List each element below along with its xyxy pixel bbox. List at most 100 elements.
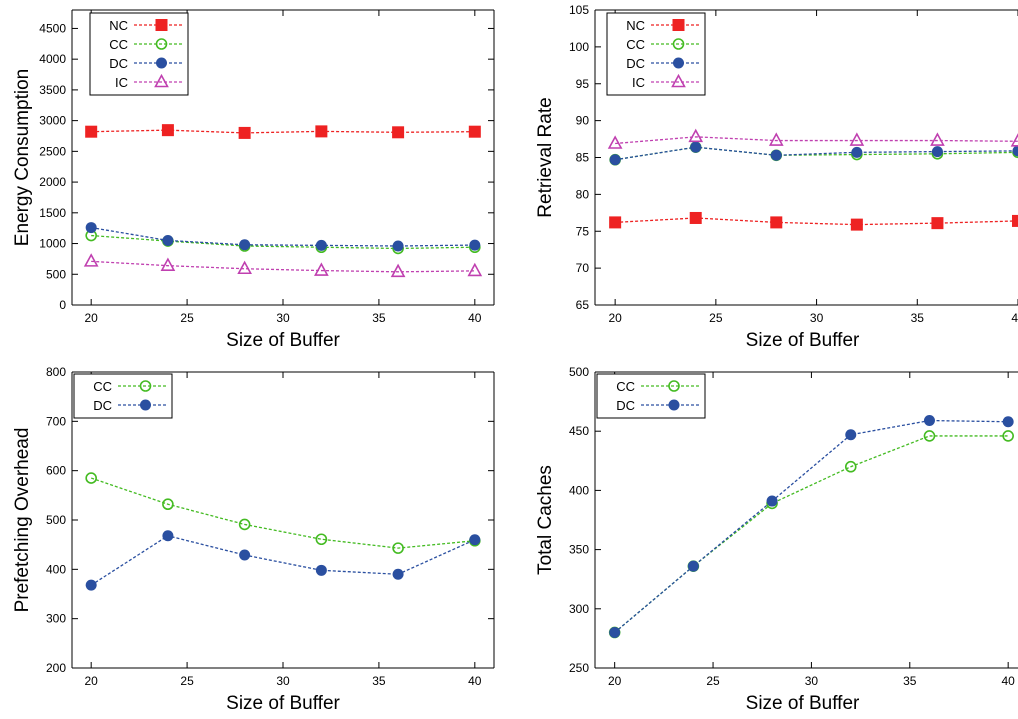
data-point-cc: [315, 533, 328, 546]
data-point-ic: [237, 260, 252, 275]
y-tick-label: 600: [46, 464, 66, 478]
data-point-dc: [687, 560, 699, 572]
data-point-ic: [607, 135, 623, 149]
data-point-dc: [85, 222, 97, 234]
x-tick-label: 25: [180, 311, 194, 325]
x-tick-label: 20: [608, 311, 622, 325]
chart-panel-4: 250 300 350 400 450 500 20 25 30 35 40 Size of Buff…: [535, 365, 1018, 714]
y-tick-label: 1500: [39, 206, 66, 220]
y-tick-label: 700: [46, 414, 66, 428]
legend-label: NC: [626, 18, 645, 33]
legend-marker: [156, 57, 167, 69]
data-point-dc: [469, 534, 481, 546]
legend-marker: [668, 380, 680, 392]
data-point-nc: [85, 125, 98, 138]
y-tick-label: 350: [569, 543, 589, 557]
legend-label: IC: [115, 75, 128, 90]
x-axis-title: Size of Buffer: [226, 693, 340, 714]
x-tick-label: 30: [276, 674, 290, 688]
legend-box: [606, 12, 706, 96]
x-tick-label: 20: [608, 674, 622, 688]
series-line-nc: [91, 129, 475, 134]
y-tick-label: 1000: [39, 237, 66, 251]
legend-label: DC: [93, 398, 112, 413]
y-tick-label: 0: [59, 298, 66, 312]
legend-marker: [672, 38, 685, 50]
x-tick-label: 40: [1001, 674, 1015, 688]
legend-label: CC: [93, 379, 112, 394]
data-point-nc: [609, 216, 622, 229]
x-tick-label: 35: [903, 674, 917, 688]
legend-marker: [140, 399, 151, 411]
x-tick-label: 25: [709, 311, 723, 325]
y-tick-label: 80: [576, 187, 590, 201]
data-point-dc: [766, 495, 778, 507]
y-tick-label: 3000: [39, 114, 66, 128]
legend-marker: [672, 19, 685, 31]
series-line-dc: [91, 226, 475, 247]
data-point-cc: [162, 498, 174, 511]
x-tick-label: 30: [276, 311, 290, 325]
legend-label: CC: [109, 37, 128, 52]
x-tick-label: 40: [468, 674, 482, 688]
legend-box: [89, 12, 189, 96]
data-point-dc: [392, 568, 404, 580]
data-point-dc: [315, 239, 327, 251]
x-tick-label: 40: [1011, 311, 1018, 325]
y-tick-label: 300: [46, 612, 66, 626]
y-tick-label: 4500: [39, 21, 66, 35]
data-point-ic: [849, 132, 865, 146]
legend-marker: [671, 73, 686, 88]
legend-label: CC: [626, 37, 645, 52]
chart-panel-2: 65 70 75 80 85 90 95 100 105 20 25 30 35 40 Size of Bu…: [535, 3, 1018, 351]
data-point-dc: [845, 429, 857, 441]
y-tick-label: 400: [46, 562, 66, 576]
legend-marker: [668, 399, 680, 411]
data-point-dc: [851, 146, 863, 158]
data-point-nc: [931, 217, 944, 230]
y-tick-label: 500: [46, 513, 66, 527]
y-tick-label: 2000: [39, 175, 66, 189]
data-point-dc: [770, 149, 782, 161]
y-tick-label: 400: [569, 483, 589, 497]
data-point-dc: [690, 141, 702, 153]
series-line-cc: [614, 435, 1009, 633]
legend-box: [596, 373, 706, 419]
chart-panel-3: 200 300 400 500 600 700 800 20 25 30 35 40 Size of B…: [12, 365, 495, 714]
data-point-cc: [238, 518, 251, 531]
legend-label: NC: [109, 18, 128, 33]
y-tick-label: 250: [569, 661, 589, 675]
data-point-cc: [923, 430, 936, 442]
series-line-cc: [91, 234, 475, 250]
data-point-nc: [238, 126, 251, 139]
data-point-nc: [1012, 214, 1018, 227]
data-point-ic: [1010, 133, 1018, 147]
data-point-dc: [609, 154, 621, 166]
x-tick-label: 20: [85, 311, 99, 325]
data-point-ic: [83, 253, 99, 267]
y-tick-label: 75: [576, 224, 590, 238]
data-point-ic: [467, 262, 483, 277]
x-tick-label: 35: [911, 311, 925, 325]
x-tick-label: 30: [805, 674, 819, 688]
data-point-dc: [162, 530, 174, 542]
data-point-cc: [85, 472, 97, 484]
x-tick-label: 25: [180, 674, 194, 688]
data-point-nc: [468, 125, 481, 138]
data-point-dc: [469, 239, 481, 251]
x-axis-title: Size of Buffer: [746, 693, 860, 714]
y-tick-label: 2500: [39, 144, 66, 158]
legend-marker: [155, 19, 168, 31]
data-point-dc: [315, 564, 327, 576]
y-tick-label: 85: [576, 151, 590, 165]
x-tick-label: 35: [372, 311, 386, 325]
y-tick-label: 70: [576, 261, 590, 275]
chart-panel-1: 0 500 1000 1500 2000 2500 3000 3500 4000 4500 20 25…: [12, 9, 495, 351]
legend-box: [73, 373, 173, 419]
series-line-nc: [615, 217, 1018, 226]
legend-label: DC: [616, 398, 635, 413]
x-axis-title: Size of Buffer: [746, 330, 860, 351]
data-point-nc: [689, 211, 702, 224]
series-line-cc: [90, 477, 475, 549]
